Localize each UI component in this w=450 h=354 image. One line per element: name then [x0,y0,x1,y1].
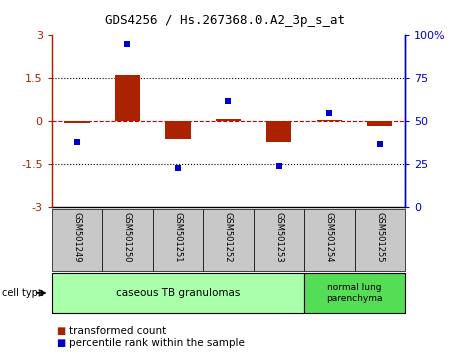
Bar [367,121,392,126]
Text: GSM501249: GSM501249 [72,212,81,262]
Point [326,110,333,115]
Text: GSM501251: GSM501251 [173,212,182,262]
Bar [216,119,241,121]
Point [225,98,232,103]
Text: percentile rank within the sample: percentile rank within the sample [69,338,245,348]
Point [73,139,81,145]
Point [376,141,383,147]
Text: GSM501253: GSM501253 [274,212,284,263]
Text: GSM501252: GSM501252 [224,212,233,262]
Text: ■: ■ [56,338,66,348]
Text: GSM501254: GSM501254 [325,212,334,262]
Point [174,165,181,170]
Bar [64,121,90,123]
Point [124,41,131,47]
Bar [165,121,190,139]
Bar [115,75,140,121]
Text: GSM501250: GSM501250 [123,212,132,262]
Bar [266,121,292,142]
Bar [317,120,342,121]
Text: ■: ■ [56,326,66,336]
Text: transformed count: transformed count [69,326,166,336]
Text: cell type: cell type [2,288,44,298]
Text: normal lung
parenchyma: normal lung parenchyma [326,283,383,303]
Text: GSM501255: GSM501255 [375,212,384,262]
Text: caseous TB granulomas: caseous TB granulomas [116,288,240,298]
Text: GDS4256 / Hs.267368.0.A2_3p_s_at: GDS4256 / Hs.267368.0.A2_3p_s_at [105,14,345,27]
Point [275,163,283,169]
